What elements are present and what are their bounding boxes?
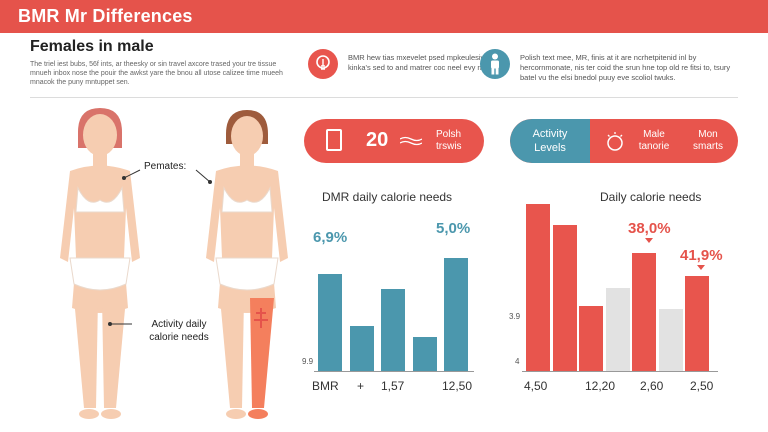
chart2-tick-1: 4,50 xyxy=(524,379,548,393)
chart1-bar xyxy=(349,325,374,371)
info-block-bmr: BMR hew tias mxevelet psed mpkeulesiver,… xyxy=(308,49,508,79)
chart1-y-label: 9.9 xyxy=(302,357,314,366)
chart2-annotation-right: 41,9% xyxy=(680,247,723,264)
chart1-annotation-left: 6,9% xyxy=(313,229,348,246)
activity-levels-segment: Activity Levels xyxy=(510,119,590,163)
mon-column-line1: Mon xyxy=(698,129,718,140)
chart2-y-label-1: 3.9 xyxy=(509,312,521,321)
chart1-bar xyxy=(381,289,405,371)
burst-icon xyxy=(607,132,623,151)
section-divider xyxy=(30,97,738,98)
stat-caption-line2: trswis xyxy=(436,141,462,152)
female-figure-left xyxy=(60,108,140,419)
intro-text: The triel iest bubs, 56f ints, ar theesk… xyxy=(30,61,283,86)
stat-caption: Polsh trswis xyxy=(436,129,462,153)
stat-caption-line1: Polsh xyxy=(436,129,462,140)
chart1-annotation-right: 5,0% xyxy=(436,220,471,237)
chart2-annotation-left: 38,0% xyxy=(628,220,671,237)
mon-column-line2: smarts xyxy=(693,141,723,152)
activity-pill-right: Activity Levels Male tanorie Mon smarts xyxy=(510,119,738,163)
chart1-bar xyxy=(318,273,342,371)
chart1-title: DMR daily calorie needs xyxy=(322,190,453,204)
female-label: Pemates: xyxy=(144,161,187,172)
lightbulb-icon xyxy=(308,49,338,79)
chart1-tick-4: 12,50 xyxy=(442,379,473,393)
activity-label-line2: calorie needs xyxy=(149,332,209,343)
activity-levels-text: Activity Levels xyxy=(520,127,580,155)
chart2-title: Daily calorie needs xyxy=(600,190,702,204)
chart2-bar-red xyxy=(526,203,550,371)
stat-number: 20 xyxy=(366,129,389,151)
chart2-tick-3: 2,60 xyxy=(640,379,664,393)
male-column-line2: tanorie xyxy=(638,141,670,152)
chart2-y-label-2: 4 xyxy=(515,357,520,366)
chart1-tick-2: + xyxy=(357,379,365,393)
activity-levels-line1: Activity xyxy=(532,128,568,140)
info-text-person: Polish text mee, MR, finis at it are ncr… xyxy=(520,53,731,82)
header-bar: BMR Mr Differences xyxy=(0,0,768,33)
chart2-bar-grey xyxy=(658,309,683,371)
male-column: Male tanorie xyxy=(634,129,674,153)
female-figure-right xyxy=(206,110,288,419)
activity-levels-line2: Levels xyxy=(534,142,566,154)
chart1-bar xyxy=(412,337,437,371)
chart2-bar-grey xyxy=(605,288,630,371)
activity-label-line1: Activity daily xyxy=(151,319,207,330)
waves-icon xyxy=(400,136,422,146)
document-icon xyxy=(326,129,342,151)
page-title: BMR Mr Differences xyxy=(18,6,193,26)
chart2-tick-2: 12,20 xyxy=(585,379,616,393)
chart1-tick-3: 1,57 xyxy=(381,379,405,393)
chart2-bar-red xyxy=(632,253,656,371)
chart2-bar-red xyxy=(685,275,709,371)
info-text-bmr: BMR hew tias mxevelet psed mpkeulesiver,… xyxy=(348,53,506,72)
activity-label: Activity daily calorie needs xyxy=(134,318,224,344)
info-block-person: Polish text mee, MR, finis at it are ncr… xyxy=(480,49,738,83)
chart2-tick-4: 2,50 xyxy=(690,379,714,393)
male-column-line1: Male xyxy=(643,129,665,140)
chart1-bar xyxy=(444,257,468,371)
person-icon xyxy=(480,49,510,79)
mon-column: Mon smarts xyxy=(688,129,728,153)
chart1-axis xyxy=(314,371,474,372)
chart2-bar-red xyxy=(552,224,577,371)
stat-pill-left: 20 Polsh trswis xyxy=(304,119,484,163)
chart2-axis xyxy=(522,371,718,372)
chart1-tick-1: BMR xyxy=(312,379,339,393)
section-title: Females in male xyxy=(30,38,154,55)
chart2-bar-red xyxy=(579,305,603,371)
